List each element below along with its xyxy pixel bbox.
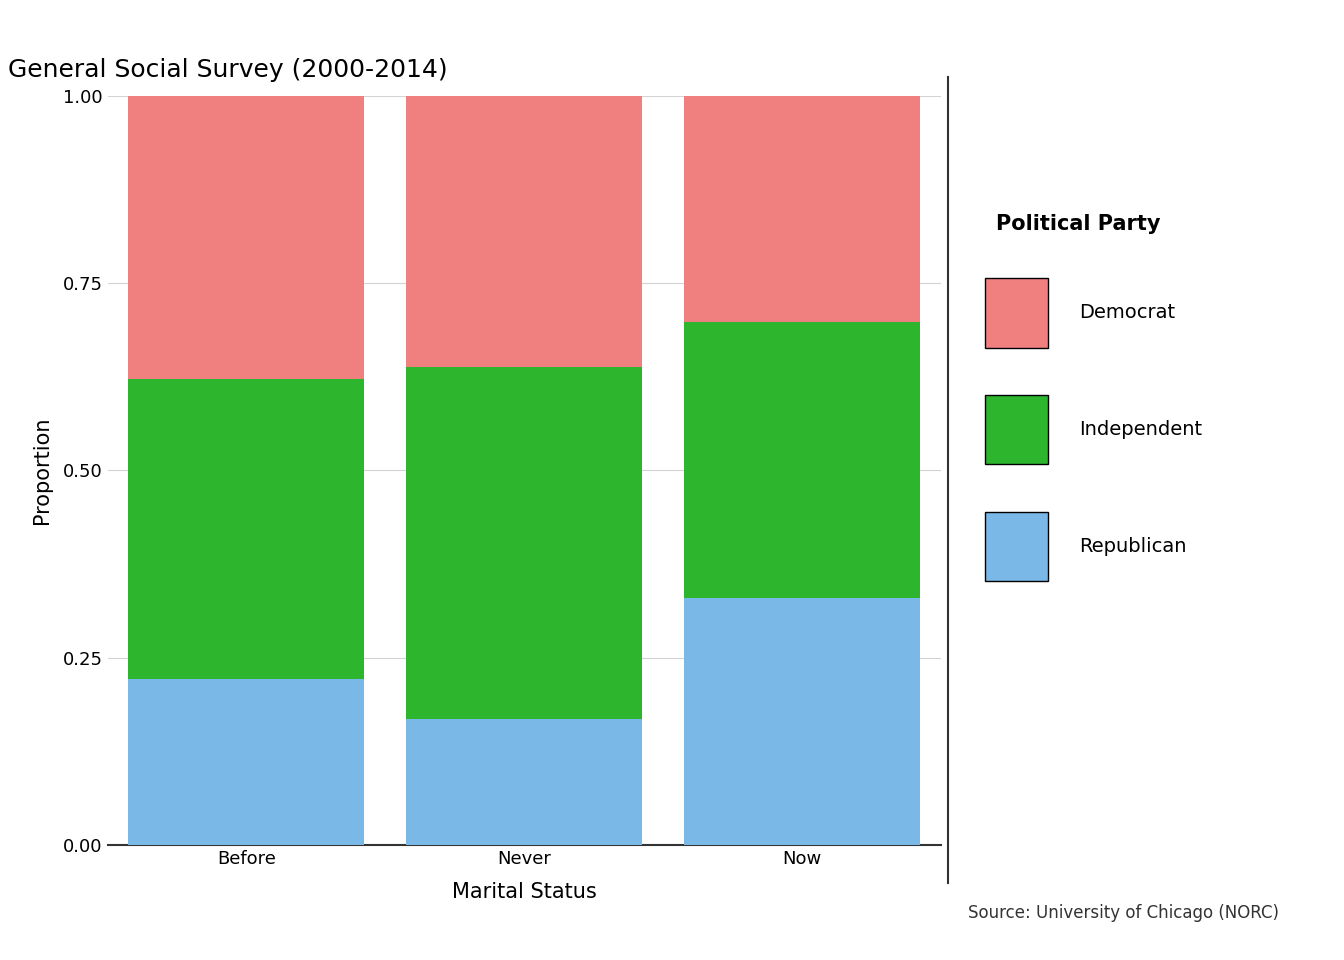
Bar bbox=[406, 96, 642, 367]
Bar bbox=[684, 323, 919, 598]
Bar bbox=[128, 96, 364, 379]
Text: Democrat: Democrat bbox=[1079, 303, 1176, 323]
FancyBboxPatch shape bbox=[985, 396, 1048, 464]
Bar bbox=[406, 367, 642, 719]
Text: Source: University of Chicago (NORC): Source: University of Chicago (NORC) bbox=[968, 903, 1278, 922]
Text: General Social Survey (2000-2014): General Social Survey (2000-2014) bbox=[8, 58, 448, 82]
Bar bbox=[128, 679, 364, 845]
FancyBboxPatch shape bbox=[985, 512, 1048, 581]
FancyBboxPatch shape bbox=[985, 278, 1048, 348]
Text: Political Party: Political Party bbox=[996, 214, 1160, 233]
Bar bbox=[406, 719, 642, 845]
X-axis label: Marital Status: Marital Status bbox=[452, 881, 597, 901]
Bar bbox=[684, 96, 919, 323]
Bar bbox=[684, 598, 919, 845]
Y-axis label: Proportion: Proportion bbox=[31, 417, 51, 524]
Text: Independent: Independent bbox=[1079, 420, 1203, 439]
Bar bbox=[128, 379, 364, 679]
Text: Republican: Republican bbox=[1079, 537, 1187, 556]
